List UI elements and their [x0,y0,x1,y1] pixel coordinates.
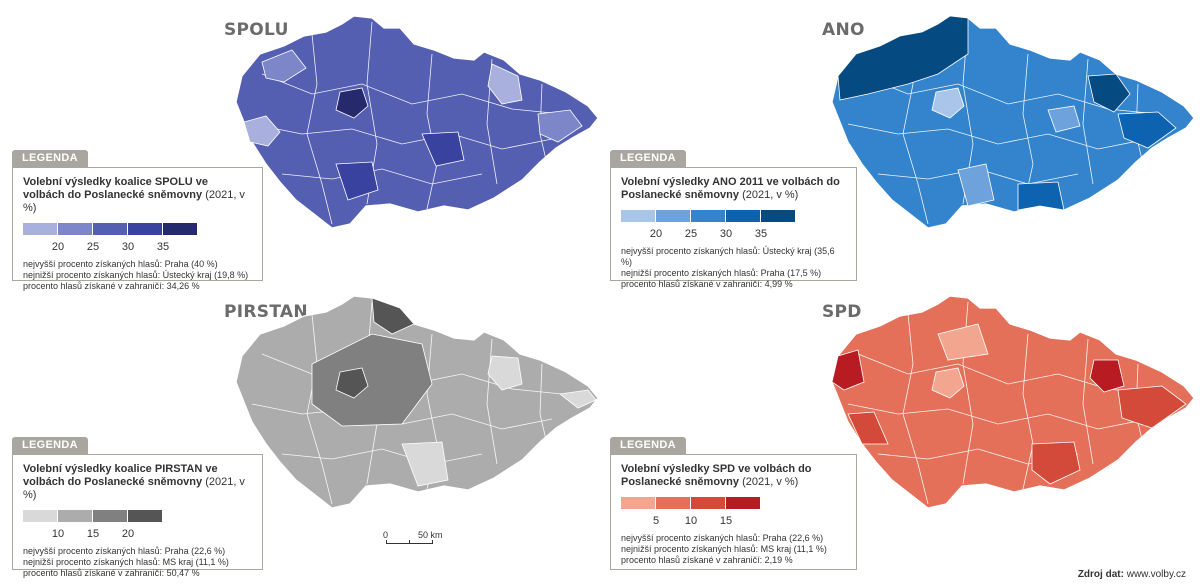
legend-swatch [93,223,127,235]
legend-swatch [726,497,760,509]
choropleth-map [831,15,1195,229]
legend-box: Volební výsledky koalice PIRSTAN ve volb… [12,454,263,578]
legend-stats: nejvyšší procento získaných hlasů: Praha… [23,546,229,578]
legend-swatch [58,223,92,235]
legend-stats: nejvyšší procento získaných hlasů: Praha… [621,533,827,565]
legend-tick: 25 [86,241,100,253]
legend-tick: 15 [86,528,100,540]
legend-title: Volební výsledky koalice SPOLU ve volbác… [23,176,245,214]
legend-swatch [621,210,655,222]
legend-swatch [23,510,57,522]
legend-box: Volební výsledky SPD ve volbách do Posla… [610,454,857,570]
data-source: Zdroj dat: www.volby.cz [1077,569,1186,580]
legend-tick: 20 [649,228,663,240]
legend-swatch [691,497,725,509]
map-title: SPOLU [224,20,289,40]
legend-tick: 5 [652,515,660,527]
choropleth-map [831,295,1195,509]
legend-swatch [128,510,162,522]
legend-tick: 20 [51,241,65,253]
legend-swatch [656,497,690,509]
legend-swatch [128,223,162,235]
legend-swatch [726,210,760,222]
legend-stats: nejvyšší procento získaných hlasů: Ústec… [621,246,835,289]
legend-tab: LEGENDA [12,437,88,454]
legend-tick: 30 [121,241,135,253]
legend-swatch [163,223,197,235]
legend-swatch [58,510,92,522]
scale-bar: 0 50 km [383,530,443,550]
legend-tick: 30 [719,228,733,240]
legend-tick: 10 [51,528,65,540]
legend-scale: 20 25 30 35 [621,208,846,244]
legend-tick: 35 [754,228,768,240]
legend-scale: 20 25 30 35 [23,221,252,257]
legend-tab: LEGENDA [610,437,686,454]
legend-title: Volební výsledky ANO 2011 ve volbách do … [621,176,840,201]
legend-swatch [93,510,127,522]
legend-title: Volební výsledky koalice PIRSTAN ve volb… [23,463,245,501]
legend-stats: nejvyšší procento získaných hlasů: Praha… [23,259,249,291]
legend-tab: LEGENDA [12,150,88,167]
choropleth-map [235,295,599,509]
legend-swatch [691,210,725,222]
legend-tick: 35 [156,241,170,253]
legend-tick: 15 [719,515,733,527]
legend-tick: 10 [684,515,698,527]
legend-box: Volební výsledky koalice SPOLU ve volbác… [12,167,263,291]
legend-swatch [656,210,690,222]
map-title: ANO [822,20,865,40]
legend-swatch [23,223,57,235]
legend-tab: LEGENDA [610,150,686,167]
map-title: PIRSTAN [224,302,308,322]
scale-bar-end: 50 km [418,530,443,540]
legend-title: Volební výsledky SPD ve volbách do Posla… [621,463,812,488]
map-title: SPD [822,302,862,322]
legend-tick: 25 [684,228,698,240]
choropleth-map [235,15,599,229]
scale-bar-start: 0 [383,530,389,540]
legend-swatch [621,497,655,509]
legend-box: Volební výsledky ANO 2011 ve volbách do … [610,167,857,289]
legend-tick: 20 [121,528,135,540]
legend-swatch [761,210,795,222]
legend-scale: 5 10 15 [621,495,846,531]
legend-scale: 10 15 20 [23,508,252,544]
